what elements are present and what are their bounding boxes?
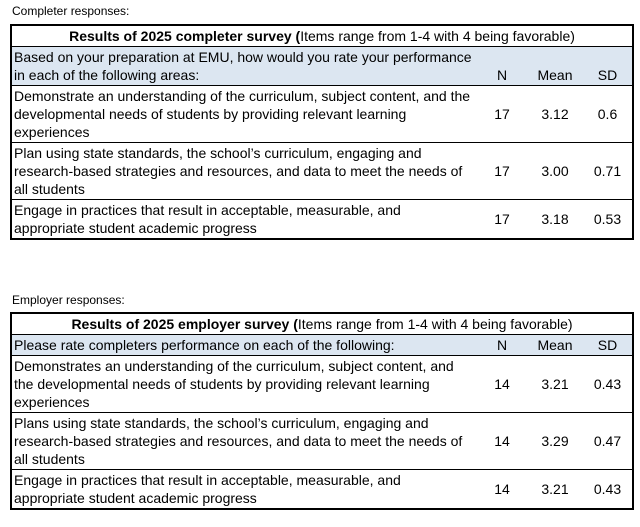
table-row: Plan using state standards, the school’s…: [10, 142, 634, 200]
completer-item-n: 17: [477, 199, 527, 240]
completer-header-row: Based on your preparation at EMU, how wo…: [10, 46, 634, 86]
completer-item-text: Plan using state standards, the school’s…: [10, 142, 477, 200]
employer-item-text: Demonstrates an understanding of the cur…: [10, 355, 477, 413]
employer-item-sd: 0.47: [583, 412, 635, 470]
table-row: Engage in practices that result in accep…: [10, 469, 635, 510]
employer-item-n: 14: [477, 469, 527, 510]
completer-title-bold: Results of 2025 completer survey (: [69, 28, 301, 44]
employer-item-mean: 3.29: [527, 412, 583, 470]
employer-item-text: Engage in practices that result in accep…: [10, 469, 477, 510]
completer-col-n: N: [477, 46, 527, 86]
completer-col-sd: SD: [583, 46, 634, 86]
employer-col-sd: SD: [583, 334, 635, 356]
completer-col-mean: Mean: [527, 46, 583, 86]
completer-item-sd: 0.6: [583, 85, 634, 143]
completer-title-note: Items range from 1-4 with 4 being favora…: [300, 28, 575, 44]
completer-table: Results of 2025 completer survey (Items …: [10, 24, 634, 240]
completer-item-sd: 0.71: [583, 142, 634, 200]
employer-table-title: Results of 2025 employer survey (Items r…: [9, 312, 635, 335]
table-row: Demonstrate an understanding of the curr…: [10, 85, 634, 143]
employer-col-mean: Mean: [527, 334, 583, 356]
table-row: Engage in practices that result in accep…: [10, 199, 634, 240]
employer-item-text: Plans using state standards, the school’…: [10, 412, 477, 470]
employer-title-note: Items range from 1-4 with 4 being favora…: [297, 316, 573, 332]
completer-item-mean: 3.00: [527, 142, 583, 200]
employer-title-bold: Results of 2025 employer survey (: [71, 316, 298, 332]
employer-item-mean: 3.21: [527, 355, 583, 413]
employer-item-mean: 3.21: [527, 469, 583, 510]
employer-item-n: 14: [477, 412, 527, 470]
completer-item-mean: 3.12: [527, 85, 583, 143]
completer-item-text: Demonstrate an understanding of the curr…: [10, 85, 477, 143]
employer-col-n: N: [477, 334, 527, 356]
completer-table-title: Results of 2025 completer survey (Items …: [10, 24, 634, 47]
employer-item-n: 14: [477, 355, 527, 413]
completer-item-sd: 0.53: [583, 199, 634, 240]
employer-caption: Employer responses:: [12, 293, 125, 307]
employer-table: Results of 2025 employer survey (Items r…: [9, 312, 635, 510]
completer-item-n: 17: [477, 142, 527, 200]
completer-item-n: 17: [477, 85, 527, 143]
completer-item-text: Engage in practices that result in accep…: [10, 199, 477, 240]
employer-item-sd: 0.43: [583, 355, 635, 413]
completer-caption: Completer responses:: [12, 4, 130, 18]
completer-prompt: Based on your preparation at EMU, how wo…: [10, 46, 477, 86]
table-row: Demonstrates an understanding of the cur…: [10, 355, 635, 413]
table-row: Plans using state standards, the school’…: [10, 412, 635, 470]
employer-item-sd: 0.43: [583, 469, 635, 510]
employer-header-row: Please rate completers performance on ea…: [10, 334, 635, 356]
completer-item-mean: 3.18: [527, 199, 583, 240]
employer-prompt: Please rate completers performance on ea…: [10, 334, 477, 356]
